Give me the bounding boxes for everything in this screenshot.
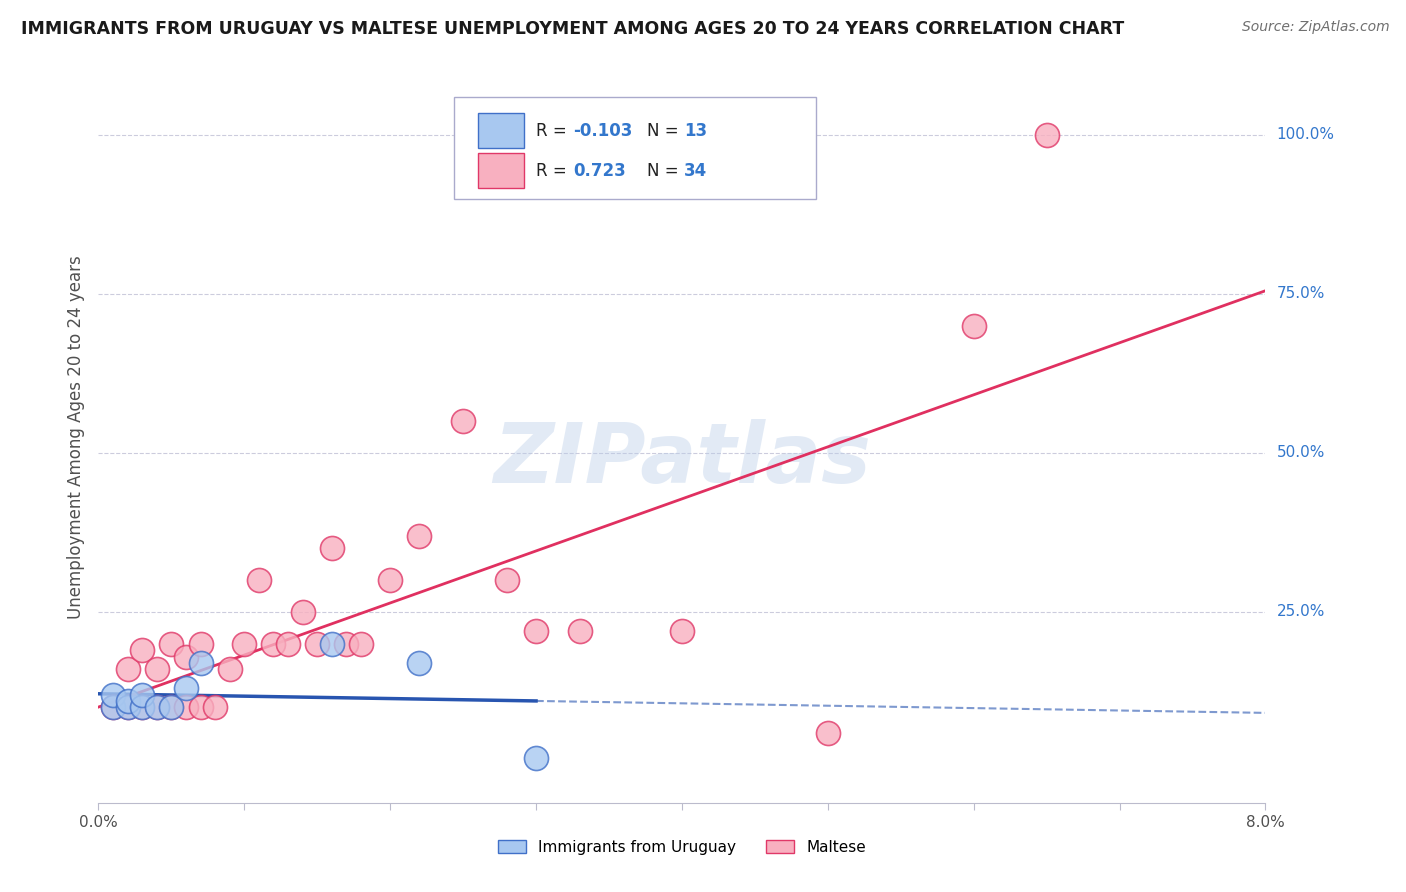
Point (146, 662, 169, 676)
Point (101, 700, 124, 714)
Point (671, 624, 693, 638)
Point (321, 541, 343, 556)
Point (262, 637, 284, 651)
Point (247, 573, 270, 587)
Text: 0.723: 0.723 (574, 161, 626, 180)
Bar (478, 113, 524, 148)
Point (524, 624, 547, 638)
Point (204, 700, 226, 714)
Point (117, 700, 139, 714)
Text: N =: N = (647, 161, 683, 180)
Point (962, 318, 984, 333)
Text: IMMIGRANTS FROM URUGUAY VS MALTESE UNEMPLOYMENT AMONG AGES 20 TO 24 YEARS CORREL: IMMIGRANTS FROM URUGUAY VS MALTESE UNEMP… (21, 20, 1125, 37)
Point (131, 700, 153, 714)
Point (335, 637, 357, 651)
Point (380, 573, 402, 587)
Text: Source: ZipAtlas.com: Source: ZipAtlas.com (1241, 20, 1389, 34)
Point (146, 700, 169, 714)
Point (190, 656, 212, 670)
Point (174, 700, 197, 714)
Point (117, 662, 139, 676)
Text: ZIPatlas: ZIPatlas (494, 418, 870, 500)
Point (817, 726, 839, 740)
Point (131, 688, 153, 702)
Legend: Immigrants from Uruguay, Maltese: Immigrants from Uruguay, Maltese (492, 834, 872, 861)
Point (350, 637, 373, 651)
Point (218, 662, 240, 676)
Point (174, 681, 197, 696)
Text: N =: N = (647, 121, 683, 140)
Point (160, 700, 183, 714)
Point (117, 694, 139, 708)
Text: -0.103: -0.103 (574, 121, 633, 140)
Point (117, 700, 139, 714)
Text: 100.0%: 100.0% (1277, 128, 1334, 143)
Point (1035, 128, 1057, 142)
Point (101, 688, 124, 702)
Text: 13: 13 (685, 121, 707, 140)
Point (321, 637, 343, 651)
Point (277, 637, 299, 651)
Point (451, 414, 474, 428)
Point (524, 751, 547, 765)
Bar (478, 153, 524, 188)
Point (131, 700, 153, 714)
Point (291, 605, 314, 619)
Point (190, 700, 212, 714)
Point (160, 700, 183, 714)
Point (190, 637, 212, 651)
Point (408, 529, 430, 543)
Point (233, 637, 256, 651)
Text: 75.0%: 75.0% (1277, 286, 1324, 301)
Text: 34: 34 (685, 161, 707, 180)
Point (174, 649, 197, 664)
Point (146, 700, 169, 714)
FancyBboxPatch shape (454, 97, 815, 200)
Point (307, 637, 329, 651)
Point (101, 700, 124, 714)
Point (496, 573, 519, 587)
Point (408, 656, 430, 670)
Y-axis label: Unemployment Among Ages 20 to 24 years: Unemployment Among Ages 20 to 24 years (66, 255, 84, 619)
Point (131, 643, 153, 657)
Text: R =: R = (536, 121, 572, 140)
Point (568, 624, 591, 638)
Text: R =: R = (536, 161, 572, 180)
Point (160, 637, 183, 651)
Text: 50.0%: 50.0% (1277, 445, 1324, 460)
Text: 25.0%: 25.0% (1277, 605, 1324, 619)
